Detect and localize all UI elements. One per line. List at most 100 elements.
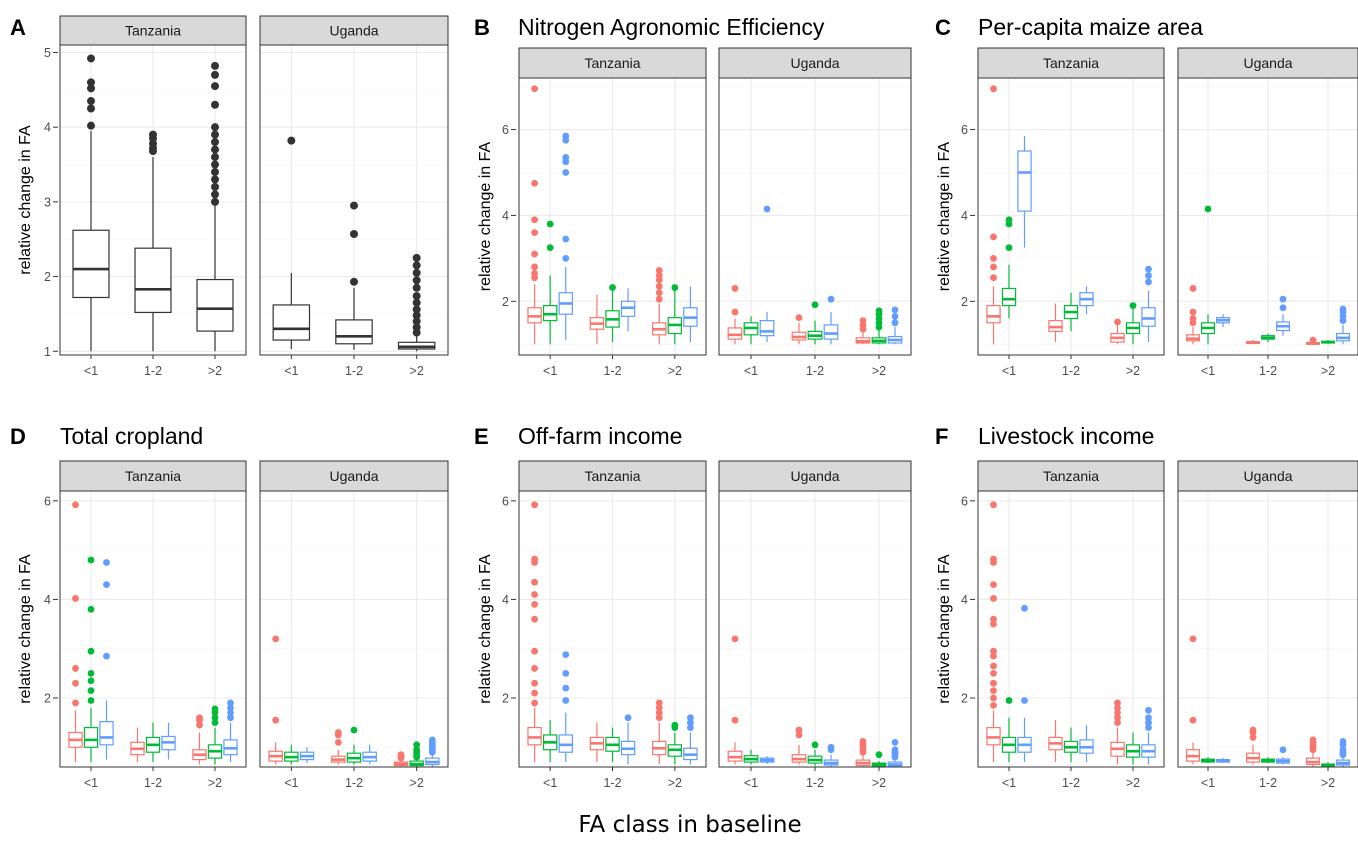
x-tick-label: >2	[1126, 364, 1140, 378]
box-body	[1141, 307, 1156, 327]
box-series0	[652, 699, 667, 765]
box-series1	[807, 301, 823, 345]
outlier-point	[531, 229, 538, 237]
y-tick-label: 4	[44, 593, 51, 607]
box-series1	[409, 741, 424, 767]
y-tick-label: 4	[502, 209, 509, 223]
y-axis-title: relative change in FA	[477, 141, 494, 291]
outlier-point	[875, 751, 883, 759]
outlier-point	[412, 276, 421, 285]
x-axis-title: FA class in baseline	[578, 812, 801, 838]
facet-strip-label: Uganda	[790, 55, 839, 71]
facet-strip	[59, 15, 247, 46]
x-tick-label: 1-2	[144, 364, 162, 378]
outlier-point	[655, 704, 663, 712]
outlier-point	[1249, 734, 1257, 741]
panel-title: Off-farm income	[518, 423, 682, 449]
outlier-point	[87, 687, 95, 695]
box-series1	[605, 284, 620, 343]
outlier-point	[412, 261, 421, 270]
facet-strip	[259, 15, 449, 46]
box-series2	[887, 306, 903, 345]
box-series1	[667, 721, 683, 765]
outlier-point	[811, 301, 819, 309]
outlier-point	[990, 669, 997, 677]
facet-uganda: Uganda <1 1-2 >2	[259, 15, 449, 378]
facet-strip	[59, 460, 247, 492]
y-tick-label: 6	[44, 494, 51, 508]
outlier-point	[990, 85, 997, 93]
outlier-point	[272, 635, 280, 643]
outlier-point	[397, 751, 405, 759]
box-series1	[1321, 762, 1335, 767]
outlier-point	[211, 167, 219, 176]
outlier-point	[531, 263, 538, 271]
facet-strip	[977, 47, 1165, 79]
outlier-point	[990, 233, 997, 241]
box-series2	[683, 286, 698, 343]
x-tick-label: <1	[1002, 364, 1016, 378]
outlier-point	[891, 738, 899, 746]
panel-letter: C	[935, 15, 951, 40]
box-series0	[1246, 339, 1260, 345]
box-series2	[1079, 286, 1094, 315]
panel-border	[977, 490, 1165, 768]
box-body	[99, 721, 114, 746]
outlier-point	[731, 635, 739, 643]
outlier-point	[87, 121, 95, 130]
outlier-point	[1189, 716, 1197, 724]
outlier-point	[1189, 285, 1197, 292]
box-series1	[542, 220, 558, 345]
facet-strip-label: Uganda	[1243, 468, 1292, 484]
panel-title: Nitrogen Agronomic Efficiency	[518, 14, 825, 40]
outlier-point	[655, 266, 663, 274]
box-series2	[299, 747, 315, 764]
outlier-point	[211, 719, 219, 727]
panel-letter: F	[935, 424, 948, 449]
box-series1	[1125, 302, 1141, 345]
x-tick-label: >2	[1321, 776, 1335, 790]
outlier-point	[72, 679, 79, 687]
outlier-point	[1189, 308, 1197, 316]
outlier-point	[655, 272, 663, 279]
y-axis-title: relative change in FA	[936, 554, 953, 704]
box-series0	[855, 737, 871, 767]
outlier-point	[990, 615, 997, 623]
panel-border	[718, 490, 912, 768]
facet-strip	[977, 460, 1165, 492]
panel-border	[518, 77, 707, 356]
outlier-point	[211, 160, 219, 169]
outlier-point	[990, 501, 997, 509]
box-series1	[284, 744, 299, 765]
box-series2	[1079, 725, 1094, 763]
x-tick-label: >2	[668, 776, 682, 790]
y-tick-label: 2	[44, 270, 51, 284]
box-series0	[589, 294, 605, 345]
box-series1	[1261, 757, 1275, 764]
y-tick-label: 4	[502, 593, 509, 607]
outlier-point	[546, 220, 554, 228]
outlier-point	[1189, 635, 1197, 643]
facet-uganda: Uganda <1 1-2 >2	[1177, 47, 1358, 378]
box-series0	[727, 285, 743, 345]
y-axis-title: relative change in FA	[477, 554, 494, 704]
box-series1	[1261, 333, 1275, 343]
box-series2	[1336, 737, 1350, 767]
outlier-point	[795, 314, 803, 322]
outlier-point	[655, 709, 663, 717]
box-body	[72, 229, 110, 299]
outlier-point	[990, 620, 997, 628]
outlier-point	[149, 130, 157, 139]
x-tick-label: 1-2	[1259, 364, 1277, 378]
outlier-point	[87, 104, 95, 113]
x-tick-label: <1	[744, 776, 758, 790]
outlier-point	[1279, 295, 1287, 303]
outlier-point	[1005, 216, 1013, 224]
x-tick-label: >2	[208, 776, 222, 790]
outlier-point	[1114, 704, 1121, 712]
outlier-point	[211, 182, 219, 191]
box-series1	[605, 727, 620, 763]
outlier-point	[562, 154, 570, 161]
outlier-point	[531, 615, 538, 623]
facet-strip-label: Tanzania	[125, 468, 181, 484]
